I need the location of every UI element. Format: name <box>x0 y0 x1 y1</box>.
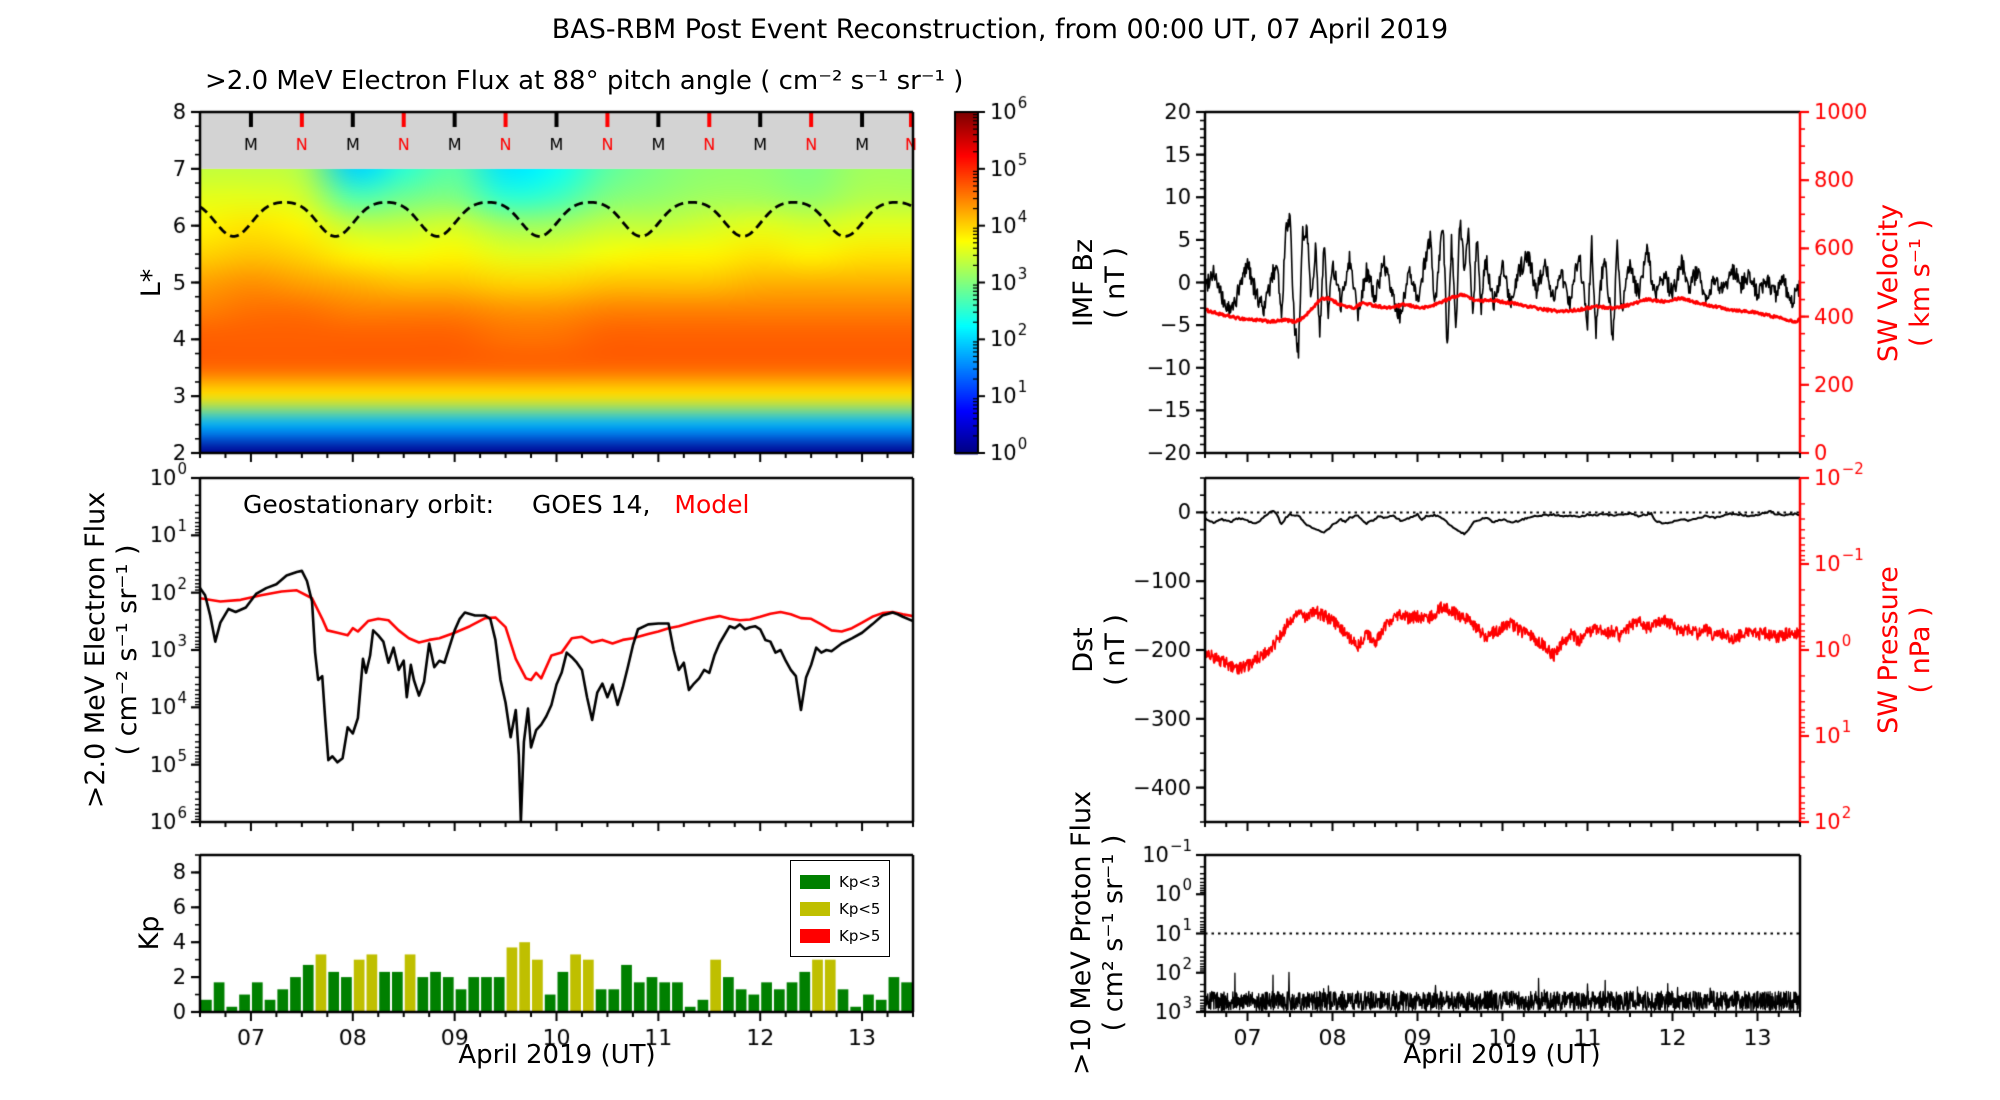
dst-ylabel-line1: Dst <box>1068 627 1099 673</box>
velocity-ylabel: SW Velocity ( km s⁻¹ ) <box>1873 204 1937 362</box>
heatmap-ylabel-text: L* <box>136 268 167 298</box>
kp-legend-swatch-yellow <box>800 901 830 916</box>
velocity-ylabel-line2: ( km s⁻¹ ) <box>1905 219 1936 347</box>
kp-legend-label-yellow: Kp<5 <box>839 899 881 918</box>
kp-legend-swatch-green <box>800 874 830 889</box>
kp-legend-row-red: Kp>5 <box>800 922 880 949</box>
kp-legend-swatch-red <box>800 928 830 943</box>
flux-ylabel-line2: ( cm⁻² s⁻¹ sr⁻¹ ) <box>112 544 143 756</box>
flux-ylabel: >2.0 MeV Electron Flux ( cm⁻² s⁻¹ sr⁻¹ ) <box>80 492 144 809</box>
heatmap-ylabel: L* <box>136 269 168 298</box>
proton-ylabel: >10 MeV Proton Flux ( cm² s⁻¹ sr⁻¹ ) <box>1066 791 1130 1075</box>
bz-ylabel: IMF Bz ( nT ) <box>1068 239 1132 327</box>
velocity-ylabel-line1: SW Velocity <box>1873 203 1904 363</box>
flux-legend-goes: GOES 14, <box>532 490 651 519</box>
kp-legend-row-green: Kp<3 <box>800 868 880 895</box>
kp-legend: Kp<3 Kp<5 Kp>5 <box>790 860 891 957</box>
flux-legend-model: Model <box>674 490 750 519</box>
pressure-ylabel: SW Pressure ( nPa ) <box>1873 566 1937 734</box>
dst-ylabel: Dst ( nT ) <box>1068 614 1132 686</box>
bz-ylabel-line1: IMF Bz <box>1068 238 1099 328</box>
figure-title: BAS-RBM Post Event Reconstruction, from … <box>551 14 1449 45</box>
pressure-ylabel-line2: ( nPa ) <box>1905 606 1936 694</box>
xlabel-left: April 2019 (UT) <box>458 1040 656 1070</box>
proton-ylabel-line2: ( cm² s⁻¹ sr⁻¹ ) <box>1098 834 1129 1032</box>
flux-legend: Geostationary orbit: GOES 14, Model <box>243 490 749 519</box>
kp-ylabel-text: Kp <box>134 915 165 951</box>
kp-ylabel: Kp <box>134 916 166 951</box>
pressure-ylabel-line1: SW Pressure <box>1873 566 1904 734</box>
proton-ylabel-line1: >10 MeV Proton Flux <box>1066 790 1097 1076</box>
kp-legend-label-red: Kp>5 <box>839 926 881 945</box>
bz-ylabel-line2: ( nT ) <box>1100 247 1131 319</box>
heatmap-panel-title: >2.0 MeV Electron Flux at 88° pitch angl… <box>205 66 964 96</box>
kp-legend-row-yellow: Kp<5 <box>800 895 880 922</box>
flux-legend-prefix: Geostationary orbit: <box>243 490 495 519</box>
dst-ylabel-line2: ( nT ) <box>1100 614 1131 686</box>
flux-ylabel-line1: >2.0 MeV Electron Flux <box>80 491 111 809</box>
kp-legend-label-green: Kp<3 <box>839 872 881 891</box>
xlabel-right: April 2019 (UT) <box>1403 1040 1601 1070</box>
